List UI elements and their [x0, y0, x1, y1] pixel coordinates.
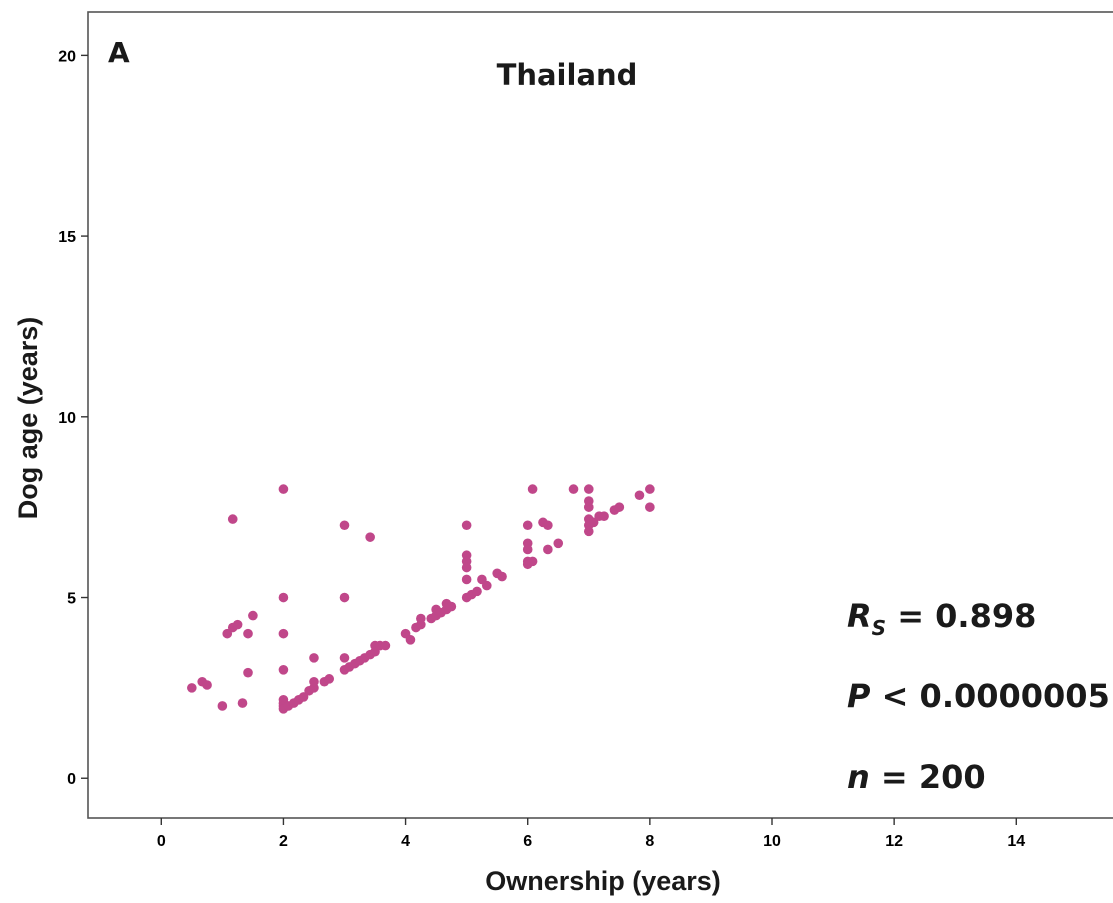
data-point [446, 601, 457, 612]
data-point [232, 619, 243, 630]
data-point [553, 538, 564, 549]
data-point [405, 635, 416, 645]
data-point [243, 628, 253, 639]
data-point [614, 502, 625, 512]
data-point [461, 520, 472, 531]
data-point [583, 502, 594, 512]
data-point [278, 628, 289, 639]
data-point [339, 520, 350, 531]
data-point [583, 484, 594, 494]
data-point [227, 514, 238, 524]
y-axis-title: Dog age (years) [13, 317, 43, 520]
x-tick-label: 14 [1007, 833, 1025, 850]
data-point [599, 511, 609, 522]
data-point [339, 653, 350, 663]
p-stat: P < 0.0000005 [847, 677, 1110, 715]
data-point [309, 676, 319, 687]
rs-stat: RS = 0.898 [847, 597, 1036, 640]
x-tick-label: 10 [763, 833, 781, 850]
data-point [298, 692, 309, 702]
data-point [634, 490, 645, 501]
data-point [365, 532, 375, 542]
x-tick-label: 4 [401, 833, 410, 850]
data-point [522, 544, 533, 555]
data-point [416, 613, 426, 624]
data-point [380, 640, 391, 651]
n-stat: n = 200 [847, 758, 986, 796]
data-point [309, 653, 319, 663]
data-point [222, 628, 233, 639]
data-points [187, 484, 655, 714]
data-point [527, 556, 538, 567]
data-point [248, 610, 258, 621]
data-point [543, 544, 553, 555]
chart-title: Thailand [497, 58, 638, 92]
y-tick-label: 15 [58, 229, 76, 246]
data-point [461, 574, 472, 585]
x-tick-label: 0 [157, 833, 166, 850]
data-point [202, 680, 212, 690]
data-point [472, 586, 482, 597]
x-tick-label: 6 [523, 833, 532, 850]
x-tick-label: 12 [885, 833, 903, 850]
data-point [187, 683, 197, 693]
data-point [645, 484, 655, 494]
data-point [324, 674, 335, 684]
panel-letter: A [108, 36, 130, 69]
data-point [217, 701, 228, 711]
y-tick-label: 20 [58, 48, 76, 65]
x-axis-title: Ownership (years) [485, 866, 721, 896]
y-tick-label: 5 [67, 591, 76, 608]
y-axis: 0 5 10 15 20 [58, 48, 88, 788]
data-point [278, 665, 289, 675]
data-point [237, 698, 248, 708]
data-point [522, 520, 533, 531]
data-point [339, 592, 350, 603]
y-tick-label: 0 [67, 771, 76, 788]
data-point [497, 571, 507, 582]
x-tick-label: 8 [645, 833, 654, 850]
x-tick-label: 2 [279, 833, 288, 850]
data-point [461, 562, 472, 573]
data-point [568, 484, 579, 494]
data-point [543, 520, 553, 531]
plot-frame [87, 11, 1113, 819]
data-point [588, 517, 599, 528]
data-point [645, 502, 655, 512]
y-tick-label: 10 [58, 410, 76, 427]
data-point [278, 484, 289, 494]
data-point [278, 592, 289, 603]
data-point [527, 484, 538, 494]
data-point [243, 667, 253, 678]
data-point [481, 580, 492, 591]
data-point [583, 526, 594, 537]
x-axis: 0 2 4 6 8 10 12 14 [157, 818, 1025, 850]
